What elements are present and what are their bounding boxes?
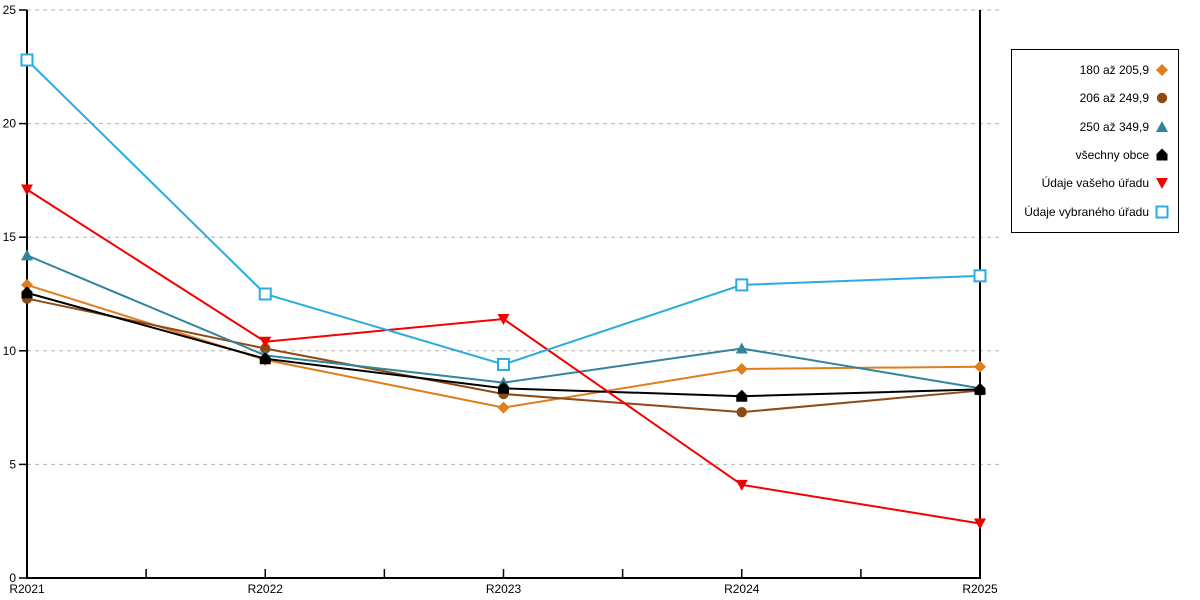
x-axis-category-label: R2025 <box>962 582 998 596</box>
x-axis-category-label: R2021 <box>9 582 45 596</box>
y-axis-tick-label: 0 <box>9 571 16 585</box>
series-line-4 <box>26 188 981 525</box>
data-point <box>21 249 33 261</box>
data-point <box>21 278 33 291</box>
open-square-icon <box>1155 205 1169 219</box>
data-point <box>497 357 510 371</box>
data-point <box>258 287 272 301</box>
data-point <box>736 389 748 402</box>
legend-item-0: 180 až 205,9 <box>1012 63 1178 77</box>
legend-label: Údaje vašeho úřadu <box>1041 176 1149 191</box>
y-axis-tick-label: 5 <box>9 457 16 471</box>
data-point <box>20 53 34 67</box>
data-point <box>735 278 749 292</box>
triangle-up-icon <box>1156 120 1168 132</box>
legend-item-5: Údaje vybraného úřadu <box>1012 205 1178 219</box>
data-point <box>736 406 747 418</box>
data-point <box>974 360 986 373</box>
x-axis-category-label: R2022 <box>248 582 284 596</box>
triangle-down-icon <box>1156 178 1168 190</box>
triangle-up-icon <box>1156 120 1168 132</box>
y-axis-tick-label: 10 <box>3 344 17 358</box>
data-point <box>498 381 509 394</box>
data-point <box>497 313 510 325</box>
legend-item-1: 206 až 249,9 <box>1012 91 1178 105</box>
circle-icon <box>1156 93 1168 104</box>
x-axis-category-label: R2023 <box>486 582 522 596</box>
diamond-icon <box>1156 64 1168 77</box>
x-axis-category-label: R2024 <box>724 582 760 596</box>
data-point <box>735 342 748 354</box>
data-point <box>21 184 33 196</box>
legend-label: 206 až 249,9 <box>1079 91 1149 106</box>
diamond-icon <box>1156 64 1168 77</box>
legend-item-4: Údaje vašeho úřadu <box>1012 176 1178 190</box>
y-axis-tick-label: 20 <box>3 117 17 131</box>
data-point <box>259 336 272 348</box>
circle-icon <box>1156 93 1168 104</box>
data-point <box>497 401 510 414</box>
data-point <box>260 343 271 354</box>
data-point <box>973 269 987 283</box>
data-point <box>974 518 986 530</box>
y-axis-tick-label: 25 <box>3 3 17 17</box>
legend-item-2: 250 až 349,9 <box>1012 120 1178 134</box>
data-point <box>974 382 986 395</box>
data-point <box>735 479 748 491</box>
data-point <box>259 352 271 365</box>
y-axis-tick-label: 15 <box>3 230 17 244</box>
data-point <box>735 362 748 375</box>
data-point <box>21 286 33 299</box>
legend: 180 až 205,9 206 až 249,9 250 až 349,9 všec… <box>1011 49 1179 233</box>
legend-label: všechny obce <box>1075 148 1149 163</box>
pentagon-icon <box>1156 148 1168 161</box>
legend-label: 250 až 349,9 <box>1079 119 1149 134</box>
triangle-down-icon <box>1156 178 1168 190</box>
legend-item-3: všechny obce <box>1012 148 1178 162</box>
open-square-icon <box>1155 205 1169 219</box>
pentagon-icon <box>1156 148 1168 161</box>
legend-label: Údaje vybraného úřadu <box>1024 204 1149 219</box>
legend-label: 180 až 205,9 <box>1079 63 1149 78</box>
